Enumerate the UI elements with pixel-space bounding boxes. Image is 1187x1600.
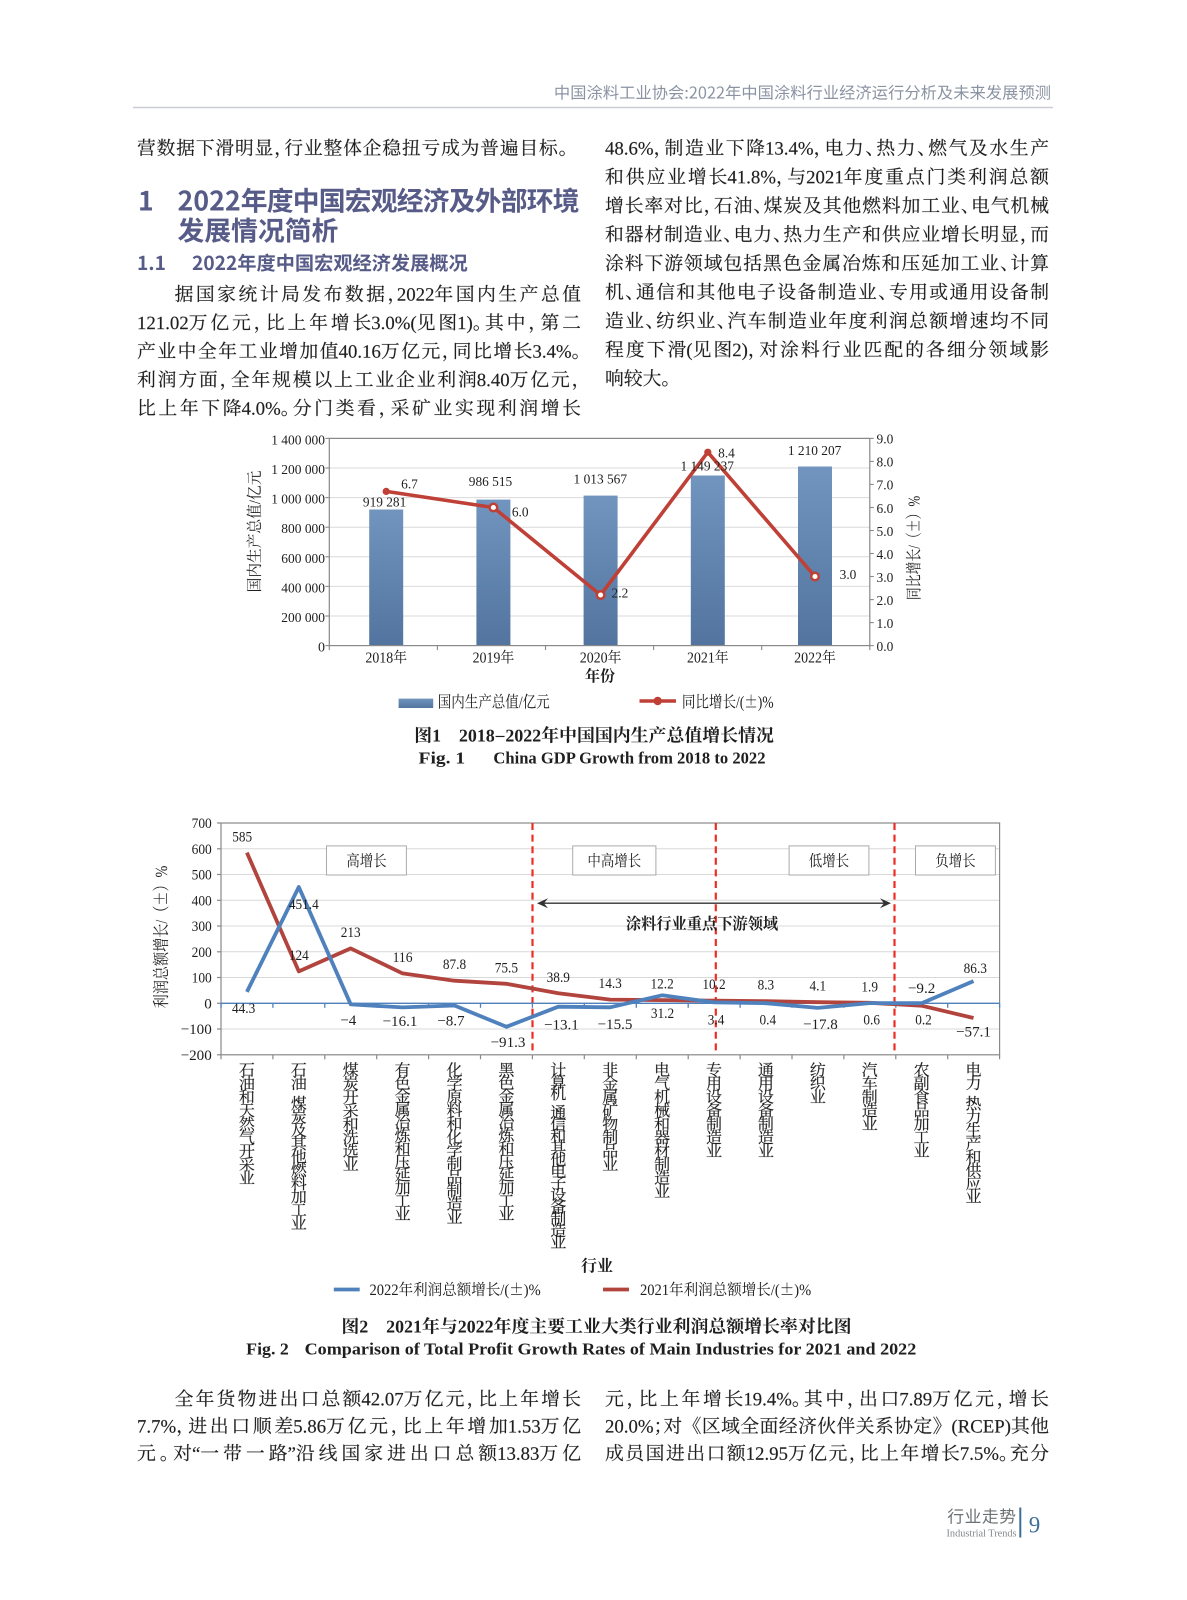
svg-text:800 000: 800 000 bbox=[281, 522, 325, 537]
svg-text:Fig. 1: Fig. 1 bbox=[419, 749, 466, 768]
svg-text:6.7: 6.7 bbox=[401, 477, 418, 492]
svg-text:585: 585 bbox=[232, 829, 252, 845]
svg-text:8.4: 8.4 bbox=[718, 445, 735, 460]
svg-text:600 000: 600 000 bbox=[281, 552, 325, 567]
svg-text:1 000 000: 1 000 000 bbox=[271, 493, 325, 508]
svg-text:116: 116 bbox=[393, 950, 413, 966]
svg-text:0: 0 bbox=[318, 641, 325, 656]
svg-text:600: 600 bbox=[192, 842, 212, 858]
svg-text:14.3: 14.3 bbox=[599, 976, 622, 992]
svg-text:6.0: 6.0 bbox=[877, 502, 894, 517]
svg-text:1.9: 1.9 bbox=[861, 979, 878, 995]
svg-text:213: 213 bbox=[341, 925, 361, 941]
svg-text:−57.1: −57.1 bbox=[956, 1025, 991, 1041]
svg-text:0.0: 0.0 bbox=[877, 640, 894, 655]
svg-text:0.2: 0.2 bbox=[915, 1013, 932, 1029]
svg-text:451.4: 451.4 bbox=[289, 897, 319, 913]
svg-text:5.0: 5.0 bbox=[877, 525, 894, 540]
svg-text:−13.1: −13.1 bbox=[544, 1017, 579, 1033]
svg-text:8.0: 8.0 bbox=[877, 456, 894, 471]
svg-text:−16.1: −16.1 bbox=[383, 1014, 418, 1030]
svg-text:2.2: 2.2 bbox=[612, 585, 629, 600]
svg-text:100: 100 bbox=[192, 971, 212, 987]
svg-text:400 000: 400 000 bbox=[281, 581, 325, 596]
svg-text:0: 0 bbox=[204, 997, 212, 1013]
svg-text:4.1: 4.1 bbox=[810, 979, 827, 995]
svg-text:Industrial Trends: Industrial Trends bbox=[947, 1529, 1017, 1540]
svg-text:700: 700 bbox=[192, 816, 212, 832]
svg-text:China GDP Growth from 2018 to: China GDP Growth from 2018 to 2022 bbox=[493, 749, 765, 768]
svg-text:−200: −200 bbox=[181, 1048, 212, 1064]
svg-text:200 000: 200 000 bbox=[281, 611, 325, 626]
svg-text:Comparison of Total Profit Gro: Comparison of Total Profit Growth Rates … bbox=[305, 1340, 917, 1359]
svg-text:1 210 207: 1 210 207 bbox=[788, 443, 842, 458]
svg-text:3.4: 3.4 bbox=[708, 1012, 725, 1028]
svg-text:1 149 237: 1 149 237 bbox=[680, 459, 734, 474]
svg-text:400: 400 bbox=[192, 894, 212, 910]
svg-text:86.3: 86.3 bbox=[964, 961, 987, 977]
svg-text:8.3: 8.3 bbox=[758, 978, 775, 994]
svg-text:986 515: 986 515 bbox=[469, 474, 513, 489]
svg-text:6.0: 6.0 bbox=[512, 504, 529, 519]
svg-text:3.0: 3.0 bbox=[840, 567, 857, 582]
svg-text:−15.5: −15.5 bbox=[598, 1017, 633, 1033]
svg-text:124: 124 bbox=[289, 948, 309, 964]
svg-text:919 281: 919 281 bbox=[363, 495, 406, 510]
svg-text:2.0: 2.0 bbox=[877, 594, 894, 609]
svg-text:−100: −100 bbox=[181, 1022, 212, 1038]
svg-text:−17.8: −17.8 bbox=[803, 1017, 838, 1033]
svg-text:38.9: 38.9 bbox=[547, 970, 570, 986]
svg-text:12.2: 12.2 bbox=[650, 977, 673, 993]
svg-text:300: 300 bbox=[192, 919, 212, 935]
svg-text:1.0: 1.0 bbox=[877, 617, 894, 632]
svg-text:87.8: 87.8 bbox=[443, 957, 466, 973]
svg-text:44.3: 44.3 bbox=[232, 1001, 255, 1017]
svg-text:1 400 000: 1 400 000 bbox=[271, 433, 325, 448]
svg-text:10.2: 10.2 bbox=[702, 977, 725, 993]
svg-text:−4: −4 bbox=[340, 1013, 357, 1029]
svg-text:7.0: 7.0 bbox=[877, 479, 894, 494]
svg-text:9: 9 bbox=[1029, 1513, 1041, 1538]
svg-text:−91.3: −91.3 bbox=[491, 1035, 526, 1051]
svg-text:3.0: 3.0 bbox=[877, 571, 894, 586]
svg-text:1 200 000: 1 200 000 bbox=[271, 463, 325, 478]
svg-text:200: 200 bbox=[192, 945, 212, 961]
svg-text:31.2: 31.2 bbox=[651, 1006, 674, 1022]
svg-text:−8.7: −8.7 bbox=[437, 1014, 465, 1030]
svg-text:0.4: 0.4 bbox=[760, 1013, 777, 1029]
svg-text:4.0: 4.0 bbox=[877, 548, 894, 563]
svg-text:0.6: 0.6 bbox=[863, 1013, 880, 1029]
svg-text:Fig. 2: Fig. 2 bbox=[246, 1340, 289, 1359]
svg-text:9.0: 9.0 bbox=[877, 433, 894, 448]
svg-text:1 013 567: 1 013 567 bbox=[574, 472, 628, 487]
svg-text:75.5: 75.5 bbox=[495, 960, 518, 976]
svg-text:−9.2: −9.2 bbox=[908, 981, 935, 997]
svg-text:500: 500 bbox=[192, 868, 212, 884]
